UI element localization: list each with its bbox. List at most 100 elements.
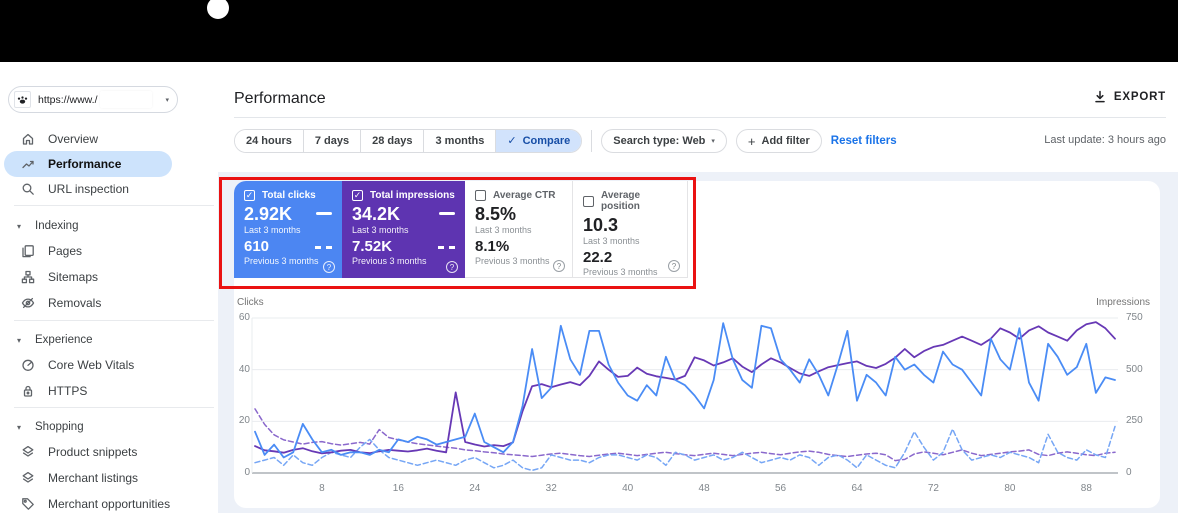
sidebar-item-label: Merchant listings [48, 471, 138, 485]
total-clicks-card[interactable]: ✓Total clicks 2.92K Last 3 months 610 Pr… [234, 181, 342, 278]
chip-7-days[interactable]: 7 days [303, 130, 360, 152]
property-selector[interactable]: https://www./ ▾ [8, 86, 178, 113]
y-axis-tick-left: 20 [232, 415, 250, 426]
layers-icon [21, 471, 35, 485]
solid-line-legend-icon [439, 212, 455, 215]
add-filter-button[interactable]: + Add filter [736, 129, 822, 153]
sidebar-item-overview[interactable]: Overview [0, 126, 218, 152]
metric-current-value: 34.2K [352, 205, 400, 224]
search-type-dropdown[interactable]: Search type: Web ▾ [601, 129, 727, 153]
export-button[interactable]: EXPORT [1093, 90, 1166, 104]
divider [14, 320, 214, 321]
x-axis-tick: 80 [995, 483, 1025, 494]
metric-cards-row: ✓Total clicks 2.92K Last 3 months 610 Pr… [234, 181, 688, 278]
caret-down-icon: ▾ [165, 96, 169, 104]
total-impressions-card[interactable]: ✓Total impressions 34.2K Last 3 months 7… [342, 181, 465, 278]
sidebar-item-label: Core Web Vitals [48, 358, 134, 372]
sidebar-item-label: Merchant opportunities [48, 497, 170, 511]
sidebar-item-sitemaps[interactable]: Sitemaps [0, 264, 218, 290]
caret-down-icon: ▾ [17, 222, 21, 231]
checkbox-unchecked-icon[interactable] [475, 190, 486, 201]
speedometer-icon [21, 358, 35, 372]
sidebar-section-shopping[interactable]: ▾ Shopping [0, 415, 218, 439]
sidebar-item-removals[interactable]: Removals [0, 290, 218, 316]
filter-bar: 24 hours 7 days 28 days 3 months ✓ Compa… [234, 129, 897, 153]
y-axis-tick-left: 0 [232, 467, 250, 478]
sidebar-item-label: Sitemaps [48, 270, 98, 284]
dashed-line-legend-icon [315, 246, 332, 249]
performance-chart[interactable] [234, 295, 1160, 490]
help-icon[interactable]: ? [553, 260, 565, 272]
chart-line-left-solid [255, 323, 1115, 457]
sidebar-item-label: Product snippets [48, 445, 137, 459]
content-background: ✓Total clicks 2.92K Last 3 months 610 Pr… [218, 172, 1178, 513]
chip-24-hours[interactable]: 24 hours [235, 130, 303, 152]
x-axis-tick: 40 [613, 483, 643, 494]
average-position-card[interactable]: Average position 10.3 Last 3 months 22.2… [573, 181, 688, 278]
layers-icon [21, 445, 35, 459]
metric-current-value: 8.5% [475, 205, 516, 224]
sidebar-item-label: HTTPS [48, 384, 87, 398]
x-axis-tick: 72 [918, 483, 948, 494]
checkbox-checked-icon[interactable]: ✓ [352, 190, 363, 201]
x-axis-tick: 88 [1071, 483, 1101, 494]
x-axis-tick: 24 [460, 483, 490, 494]
y-axis-tick-left: 40 [232, 364, 250, 375]
dashed-line-legend-icon [438, 246, 455, 249]
average-ctr-card[interactable]: Average CTR 8.5% Last 3 months 8.1% Prev… [465, 181, 573, 278]
x-axis-tick: 8 [307, 483, 337, 494]
caret-down-icon: ▾ [17, 336, 21, 345]
redacted-url-blur [100, 91, 152, 108]
x-axis-tick: 64 [842, 483, 872, 494]
sidebar-item-pages[interactable]: Pages [0, 238, 218, 264]
help-icon[interactable]: ? [446, 261, 458, 273]
home-icon [21, 132, 35, 146]
chip-compare[interactable]: ✓ Compare [495, 130, 581, 152]
divider [14, 205, 214, 206]
sidebar-item-performance[interactable]: Performance [0, 151, 218, 177]
tag-icon [21, 497, 35, 511]
sidebar-item-merchant-listings[interactable]: Merchant listings [0, 465, 218, 491]
chip-3-months[interactable]: 3 months [423, 130, 495, 152]
right-axis-title: Impressions [1090, 297, 1150, 308]
checkbox-unchecked-icon[interactable] [583, 196, 594, 207]
metric-current-value: 10.3 [583, 216, 618, 235]
removals-icon [21, 296, 35, 310]
divider [234, 117, 1166, 118]
date-range-segmented-control: 24 hours 7 days 28 days 3 months ✓ Compa… [234, 129, 582, 153]
metric-previous-value: 610 [244, 239, 269, 256]
property-url: https://www./ [38, 94, 161, 106]
metric-previous-value: 22.2 [583, 250, 612, 267]
sidebar-section-indexing[interactable]: ▾ Indexing [0, 214, 218, 238]
sidebar-item-https[interactable]: HTTPS [0, 378, 218, 404]
x-axis-tick: 48 [689, 483, 719, 494]
metric-current-value: 2.92K [244, 205, 292, 224]
check-icon: ✓ [507, 130, 516, 152]
sidebar-item-product-snippets[interactable]: Product snippets [0, 439, 218, 465]
help-icon[interactable]: ? [323, 261, 335, 273]
sidebar-item-core-web-vitals[interactable]: Core Web Vitals [0, 352, 218, 378]
top-black-bar [0, 0, 1178, 62]
site-favicon-icon [14, 91, 31, 108]
chart-line-right-dashed [255, 409, 1115, 461]
sidebar-item-merchant-opportunities[interactable]: Merchant opportunities [0, 491, 218, 517]
divider [591, 130, 592, 152]
help-icon[interactable]: ? [668, 260, 680, 272]
pages-icon [21, 244, 35, 258]
checkbox-checked-icon[interactable]: ✓ [244, 190, 255, 201]
y-axis-tick-right: 750 [1126, 312, 1143, 323]
chip-28-days[interactable]: 28 days [360, 130, 423, 152]
last-update-text: Last update: 3 hours ago [1044, 134, 1166, 146]
main-content: Performance EXPORT 24 hours 7 days 28 da… [218, 62, 1178, 513]
sidebar-section-experience[interactable]: ▾ Experience [0, 328, 218, 352]
sitemap-icon [21, 270, 35, 284]
metric-previous-value: 8.1% [475, 239, 509, 256]
reset-filters-link[interactable]: Reset filters [831, 135, 897, 147]
y-axis-tick-right: 250 [1126, 415, 1143, 426]
sidebar: https://www./ ▾ Overview Performance URL… [0, 62, 218, 513]
page-title: Performance [234, 90, 326, 108]
download-icon [1093, 90, 1107, 104]
sidebar-item-url-inspection[interactable]: URL inspection [0, 176, 218, 202]
x-axis-tick: 16 [383, 483, 413, 494]
sidebar-item-label: Overview [48, 132, 98, 146]
